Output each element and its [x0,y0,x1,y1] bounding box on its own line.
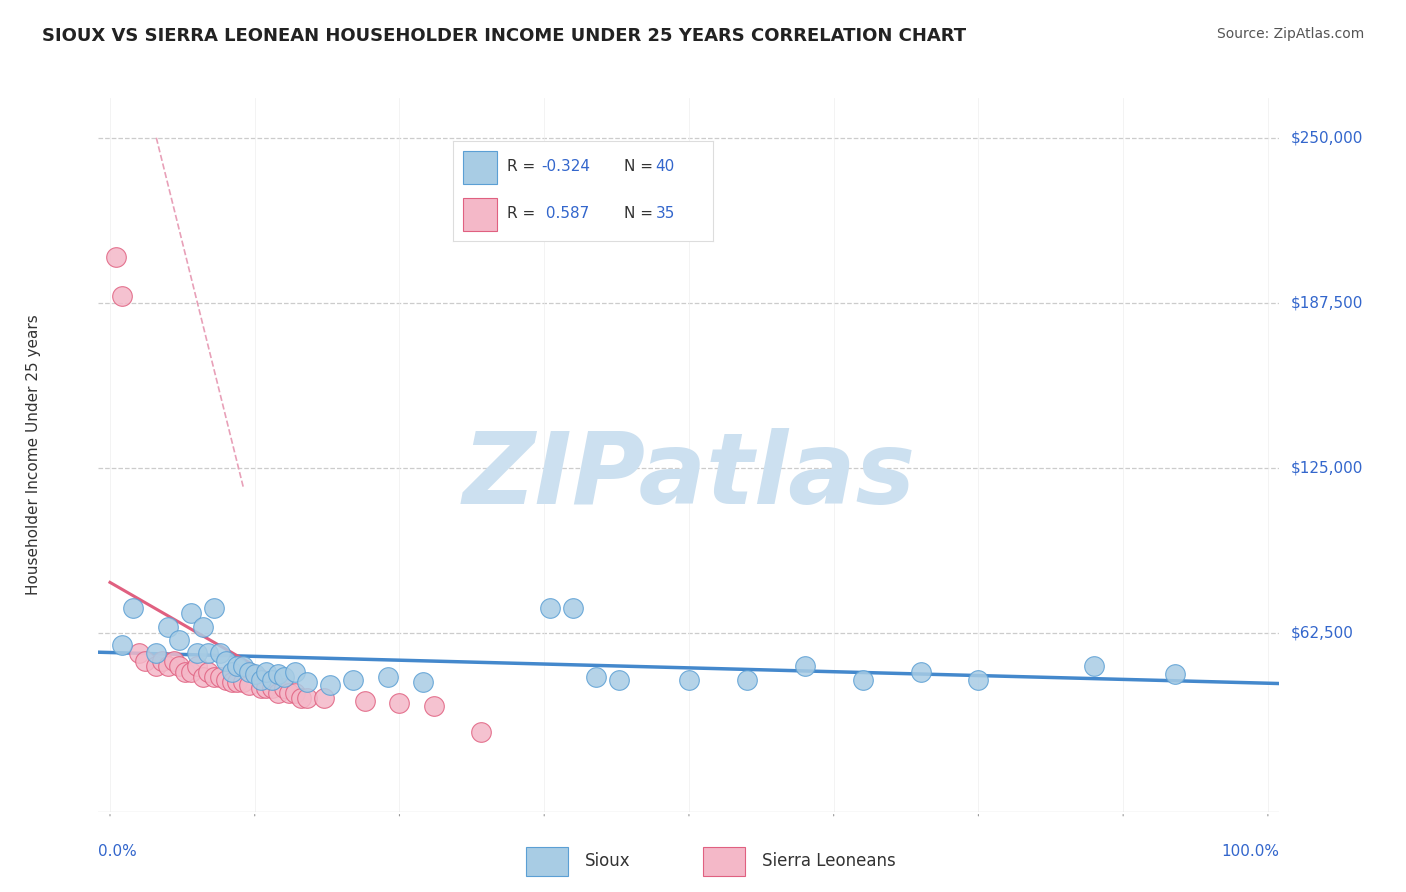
Bar [463,151,496,184]
Text: 0.587: 0.587 [541,206,589,221]
Point [186,646,208,660]
Point [238,665,260,679]
Point [342,673,364,687]
Point [232,675,254,690]
Point [110,289,132,303]
Point [538,601,561,615]
Point [249,681,271,695]
Point [262,681,284,695]
Point [215,673,238,687]
Text: R =: R = [508,206,540,221]
Text: $250,000: $250,000 [1291,130,1362,145]
Point [278,686,301,700]
Text: 35: 35 [655,206,675,221]
Text: ZIPatlas: ZIPatlas [463,428,915,524]
Point [267,686,290,700]
Point [319,678,342,692]
Point [186,659,208,673]
Bar [526,847,568,876]
Point [254,681,277,695]
Point [134,654,156,668]
Point [678,673,700,687]
Point [221,665,243,679]
Point [314,691,336,706]
Point [562,601,585,615]
Text: Householder Income Under 25 years: Householder Income Under 25 years [25,315,41,595]
Text: $125,000: $125,000 [1291,460,1362,475]
Point [110,638,132,652]
Point [174,665,197,679]
Point [262,673,284,687]
Point [412,675,434,690]
Text: N =: N = [624,160,658,175]
Point [156,659,179,673]
Text: $187,500: $187,500 [1291,295,1362,310]
Point [910,665,932,679]
Point [208,670,231,684]
Point [967,673,990,687]
Point [215,654,238,668]
Point [221,675,243,690]
Point [163,654,186,668]
Text: Sioux: Sioux [585,852,630,870]
Point [226,675,249,690]
Point [273,670,295,684]
Point [377,670,399,684]
Point [145,659,167,673]
Point [284,665,307,679]
Point [470,725,492,739]
Point [128,646,150,660]
Point [585,670,607,684]
Point [169,632,191,647]
Point [180,665,202,679]
Point [254,665,277,679]
Text: $62,500: $62,500 [1291,626,1354,640]
Point [156,620,179,634]
Point [793,659,815,673]
Point [169,659,191,673]
Point [284,686,307,700]
Point [232,659,254,673]
Point [735,673,758,687]
Point [122,601,145,615]
Text: 0.0%: 0.0% [98,844,138,859]
Point [226,659,249,673]
Point [388,697,411,711]
Point [1164,667,1187,681]
Text: Source: ZipAtlas.com: Source: ZipAtlas.com [1216,27,1364,41]
Point [202,601,225,615]
Point [353,694,375,708]
Point [197,646,219,660]
Point [290,691,312,706]
Point [191,670,214,684]
Point [249,673,271,687]
Bar [703,847,745,876]
Point [104,250,127,264]
Text: -0.324: -0.324 [541,160,591,175]
Point [191,620,214,634]
Point [197,665,219,679]
Point [145,646,167,660]
Point [238,678,260,692]
Text: 40: 40 [655,160,675,175]
Text: Sierra Leoneans: Sierra Leoneans [762,852,896,870]
Point [852,673,875,687]
Point [423,698,446,713]
Bar [463,198,496,231]
Point [295,675,318,690]
Point [1083,659,1105,673]
Text: SIOUX VS SIERRA LEONEAN HOUSEHOLDER INCOME UNDER 25 YEARS CORRELATION CHART: SIOUX VS SIERRA LEONEAN HOUSEHOLDER INCO… [42,27,966,45]
Point [609,673,631,687]
Text: R =: R = [508,160,540,175]
Point [180,607,202,621]
Point [208,646,231,660]
Text: N =: N = [624,206,658,221]
Point [267,667,290,681]
Text: 100.0%: 100.0% [1222,844,1279,859]
Point [202,670,225,684]
Point [243,667,266,681]
Point [273,681,295,695]
Point [295,691,318,706]
Point [150,654,173,668]
